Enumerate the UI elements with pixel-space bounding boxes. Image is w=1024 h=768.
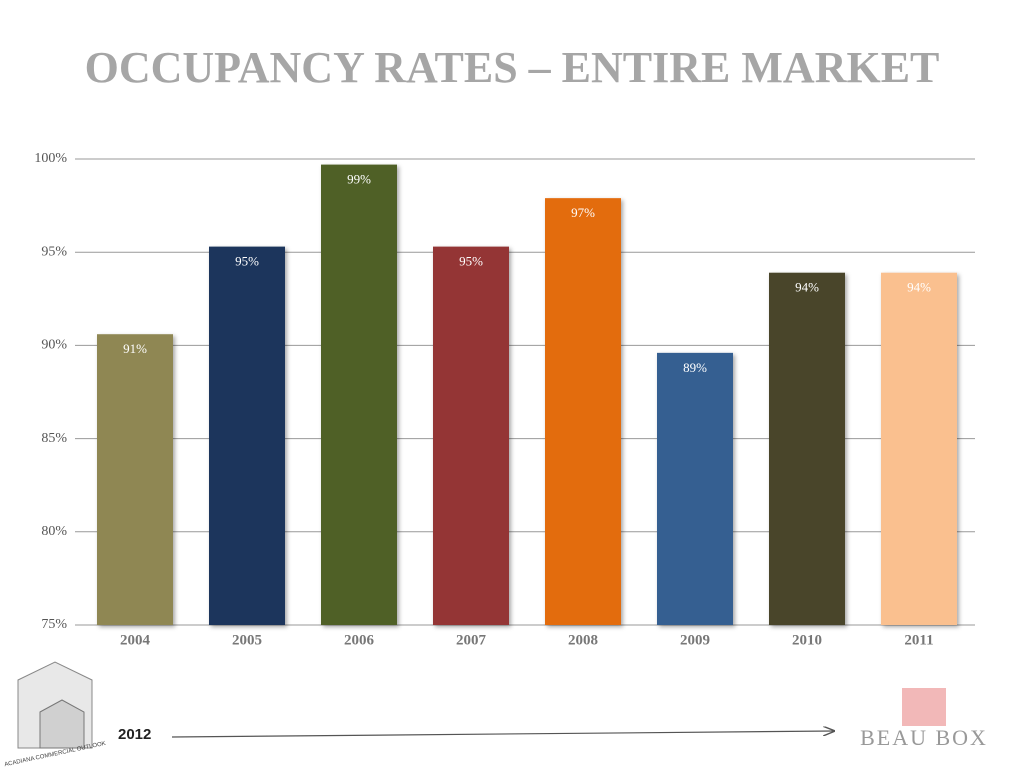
bar xyxy=(545,198,621,626)
value-label: 94% xyxy=(907,280,931,295)
bar xyxy=(769,272,845,625)
y-tick-label: 75% xyxy=(41,617,67,632)
brand-icon xyxy=(902,688,946,726)
x-tick-label: 2008 xyxy=(568,632,598,648)
value-label: 99% xyxy=(347,172,371,187)
bar xyxy=(881,272,957,625)
value-label: 94% xyxy=(795,280,819,295)
bar xyxy=(657,352,733,625)
bar xyxy=(209,246,285,625)
x-tick-label: 2011 xyxy=(904,632,933,648)
y-tick-label: 95% xyxy=(41,244,67,259)
value-label: 97% xyxy=(571,205,595,220)
value-label: 89% xyxy=(683,360,707,375)
value-label: 95% xyxy=(235,254,259,269)
timeline-arrow xyxy=(171,731,834,738)
x-tick-label: 2007 xyxy=(456,632,487,648)
x-tick-label: 2006 xyxy=(344,632,375,648)
logo: ACADIANA COMMERCIAL OUTLOOK xyxy=(4,661,106,768)
x-tick-label: 2005 xyxy=(232,632,262,648)
value-label: 91% xyxy=(123,341,147,356)
x-tick-label: 2004 xyxy=(120,632,151,648)
brand-name: BEAU BOX xyxy=(860,725,988,750)
y-tick-label: 80% xyxy=(41,524,67,539)
x-tick-label: 2009 xyxy=(680,632,710,648)
bar xyxy=(321,164,397,626)
y-tick-label: 100% xyxy=(34,151,67,166)
x-tick-label: 2010 xyxy=(792,632,822,648)
y-tick-label: 90% xyxy=(41,338,67,353)
year-label: 2012 xyxy=(118,726,151,743)
y-tick-label: 85% xyxy=(41,431,67,446)
value-label: 95% xyxy=(459,254,483,269)
chart-title: OCCUPANCY RATES – ENTIRE MARKET xyxy=(85,43,940,92)
bar xyxy=(433,246,509,625)
bar xyxy=(97,334,173,625)
